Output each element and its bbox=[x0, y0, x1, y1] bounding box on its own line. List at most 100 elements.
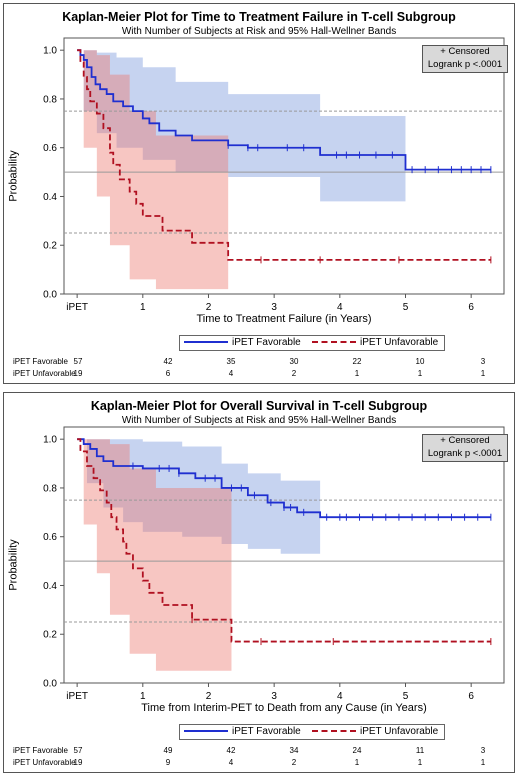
legend-swatch-favorable bbox=[184, 341, 228, 344]
legend-item-unfavorable: iPET Unfavorable bbox=[312, 725, 438, 739]
y-tick-label: 0.4 bbox=[43, 581, 57, 592]
risk-value: 19 bbox=[73, 369, 83, 378]
risk-value: 49 bbox=[163, 746, 173, 755]
y-tick-label: 0.2 bbox=[43, 630, 57, 641]
risk-value: 42 bbox=[226, 746, 236, 755]
risk-value: 2 bbox=[291, 758, 297, 767]
risk-row-label: iPET Favorable bbox=[13, 746, 68, 755]
risk-value: 30 bbox=[289, 357, 299, 366]
risk-value: 3 bbox=[480, 746, 486, 755]
chart-title: Kaplan-Meier Plot for Time to Treatment … bbox=[62, 10, 456, 24]
chart-title: Kaplan-Meier Plot for Overall Survival i… bbox=[90, 399, 428, 413]
risk-value: 35 bbox=[226, 357, 236, 366]
risk-row-label: iPET Favorable bbox=[13, 357, 68, 366]
risk-value: 1 bbox=[480, 369, 486, 378]
risk-value: 2 bbox=[291, 369, 297, 378]
logrank-note: Logrank p <.0001 bbox=[427, 447, 503, 459]
confidence-band bbox=[77, 439, 321, 554]
logrank-note: Logrank p <.0001 bbox=[427, 58, 503, 70]
survival-curve bbox=[77, 438, 491, 519]
y-tick-label: 0.0 bbox=[43, 290, 57, 301]
legend-swatch-unfavorable bbox=[312, 341, 356, 344]
x-tick-label: 6 bbox=[468, 302, 474, 313]
km-plot-area: 0.0 0.2 0.4 0.6 0.8 1.0 iPET 1 2 3 4 5 6 bbox=[43, 426, 505, 702]
y-tick-label: 0.6 bbox=[43, 532, 57, 543]
y-tick-label: 0.8 bbox=[43, 94, 57, 105]
x-tick-label: 2 bbox=[206, 302, 212, 313]
risk-value: 1 bbox=[354, 758, 360, 767]
km-plot-area: 0.0 0.2 0.4 0.6 0.8 1.0 iPET 1 2 3 4 5 6 bbox=[43, 37, 505, 313]
x-tick-label: 3 bbox=[271, 302, 277, 313]
risk-value: 19 bbox=[73, 758, 83, 767]
censor-legend-box: + Censored Logrank p <.0001 bbox=[422, 434, 508, 462]
legend-label-favorable: iPET Favorable bbox=[232, 726, 301, 737]
survival-curve bbox=[77, 438, 491, 643]
risk-value: 34 bbox=[289, 746, 299, 755]
legend-item-unfavorable: iPET Unfavorable bbox=[312, 336, 438, 350]
y-tick-label: 0.4 bbox=[43, 192, 57, 203]
censored-note: + Censored bbox=[440, 46, 490, 57]
y-tick-label: 0.6 bbox=[43, 143, 57, 154]
plot-frame bbox=[63, 426, 505, 684]
x-tick-label: 4 bbox=[337, 302, 343, 313]
risk-row-unfavorable: iPET Unfavorable 19 9 4 2 1 1 1 bbox=[4, 758, 514, 769]
legend: iPET Favorable iPET Unfavorable bbox=[179, 335, 445, 351]
risk-value: 24 bbox=[352, 746, 362, 755]
legend-swatch-favorable bbox=[184, 730, 228, 733]
x-tick-label: 1 bbox=[140, 691, 146, 702]
risk-row-favorable: iPET Favorable 57 49 42 34 24 11 3 bbox=[4, 746, 514, 757]
x-tick-label: 5 bbox=[403, 691, 409, 702]
y-tick-label: 0.2 bbox=[43, 241, 57, 252]
risk-value: 22 bbox=[352, 357, 362, 366]
risk-value: 11 bbox=[415, 746, 425, 755]
y-tick-label: 1.0 bbox=[43, 46, 57, 57]
y-tick-label: 0.8 bbox=[43, 483, 57, 494]
risk-value: 4 bbox=[228, 758, 234, 767]
risk-row-label: iPET Unfavorable bbox=[13, 758, 76, 767]
risk-value: 10 bbox=[415, 357, 425, 366]
censored-note: + Censored bbox=[440, 435, 490, 446]
risk-value: 1 bbox=[480, 758, 486, 767]
survival-curve bbox=[77, 49, 491, 261]
risk-value: 6 bbox=[165, 369, 171, 378]
risk-row-label: iPET Unfavorable bbox=[13, 369, 76, 378]
risk-value: 3 bbox=[480, 357, 486, 366]
risk-value: 9 bbox=[165, 758, 171, 767]
risk-value: 42 bbox=[163, 357, 173, 366]
x-tick-label: 6 bbox=[468, 691, 474, 702]
x-tick-label: 5 bbox=[403, 302, 409, 313]
censor-legend-box: + Censored Logrank p <.0001 bbox=[422, 45, 508, 73]
x-tick-label: 4 bbox=[337, 691, 343, 702]
risk-value: 1 bbox=[417, 369, 423, 378]
legend: iPET Favorable iPET Unfavorable bbox=[179, 724, 445, 740]
chart-subtitle: With Number of Subjects at Risk and 95% … bbox=[121, 26, 397, 37]
risk-value: 57 bbox=[73, 357, 83, 366]
km-panel-treatment-failure: Kaplan-Meier Plot for Time to Treatment … bbox=[3, 3, 515, 384]
legend-item-favorable: iPET Favorable bbox=[184, 336, 301, 350]
risk-value: 1 bbox=[354, 369, 360, 378]
x-tick-label: iPET bbox=[66, 302, 88, 313]
legend-label-unfavorable: iPET Unfavorable bbox=[360, 337, 439, 348]
legend-label-unfavorable: iPET Unfavorable bbox=[360, 726, 439, 737]
legend-swatch-unfavorable bbox=[312, 730, 356, 733]
legend-item-favorable: iPET Favorable bbox=[184, 725, 301, 739]
x-axis-label: Time from Interim-PET to Death from any … bbox=[141, 702, 427, 714]
plot-frame bbox=[63, 37, 505, 295]
x-tick-label: 1 bbox=[140, 302, 146, 313]
risk-value: 57 bbox=[73, 746, 83, 755]
survival-curve bbox=[77, 49, 491, 171]
x-tick-label: iPET bbox=[66, 691, 88, 702]
x-tick-label: 2 bbox=[206, 691, 212, 702]
chart-subtitle: With Number of Subjects at Risk and 95% … bbox=[121, 415, 397, 426]
x-tick-label: 3 bbox=[271, 691, 277, 702]
y-tick-label: 1.0 bbox=[43, 435, 57, 446]
risk-row-unfavorable: iPET Unfavorable 19 6 4 2 1 1 1 bbox=[4, 369, 514, 380]
confidence-band bbox=[77, 50, 406, 202]
risk-row-favorable: iPET Favorable 57 42 35 30 22 10 3 bbox=[4, 357, 514, 368]
km-panel-overall-survival: Kaplan-Meier Plot for Overall Survival i… bbox=[3, 392, 515, 773]
legend-label-favorable: iPET Favorable bbox=[232, 337, 301, 348]
x-axis-label: Time to Treatment Failure (in Years) bbox=[196, 313, 372, 325]
confidence-band bbox=[77, 50, 229, 290]
risk-value: 1 bbox=[417, 758, 423, 767]
y-tick-label: 0.0 bbox=[43, 679, 57, 690]
